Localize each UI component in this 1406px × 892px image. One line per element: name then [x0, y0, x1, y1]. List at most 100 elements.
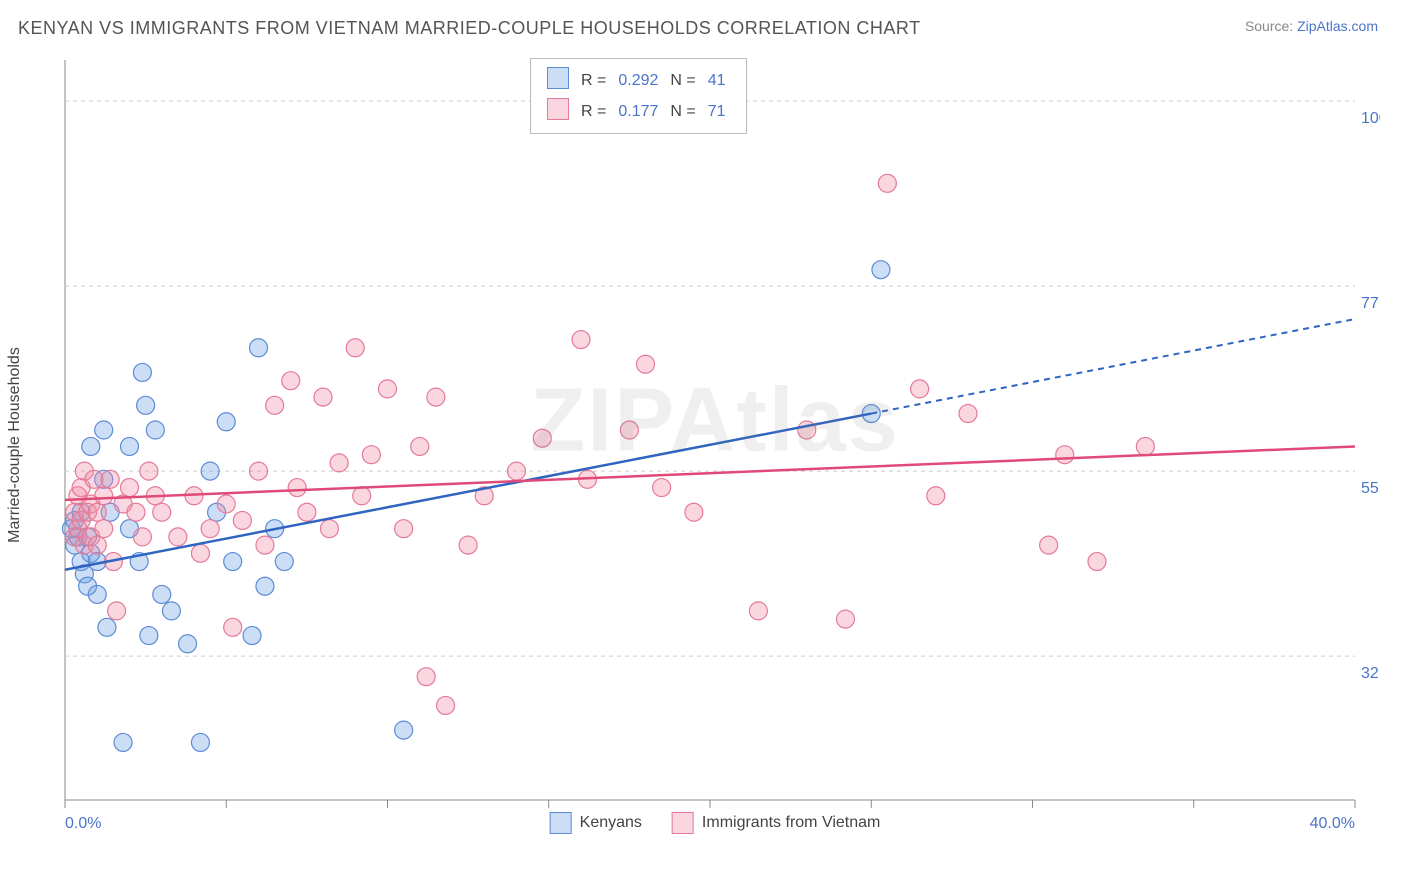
scatter-point-vietnam — [95, 487, 113, 505]
scatter-point-vietnam — [417, 668, 435, 686]
scatter-point-vietnam — [411, 437, 429, 455]
legend-swatch-vietnam-icon — [672, 812, 694, 834]
scatter-point-vietnam — [878, 174, 896, 192]
legend-correlation-table: R = 0.292 N = 41 R = 0.177 N = 71 — [541, 65, 732, 127]
scatter-point-vietnam — [1088, 553, 1106, 571]
scatter-point-vietnam — [353, 487, 371, 505]
scatter-point-vietnam — [927, 487, 945, 505]
scatter-point-vietnam — [459, 536, 477, 554]
chart-title: KENYAN VS IMMIGRANTS FROM VIETNAM MARRIE… — [18, 18, 921, 39]
scatter-point-vietnam — [314, 388, 332, 406]
scatter-point-kenyans — [217, 413, 235, 431]
scatter-point-vietnam — [637, 355, 655, 373]
legend-n-value-vietnam: 71 — [702, 96, 732, 127]
legend-label-kenyans: Kenyans — [580, 814, 642, 831]
legend-row-vietnam: R = 0.177 N = 71 — [541, 96, 732, 127]
scatter-point-vietnam — [330, 454, 348, 472]
scatter-point-vietnam — [88, 503, 106, 521]
scatter-point-vietnam — [101, 470, 119, 488]
legend-n-label: N = — [664, 96, 701, 127]
scatter-point-vietnam — [749, 602, 767, 620]
scatter-point-vietnam — [320, 520, 338, 538]
legend-swatch-vietnam — [547, 98, 569, 120]
scatter-point-vietnam — [133, 528, 151, 546]
legend-r-label: R = — [575, 65, 612, 96]
scatter-point-kenyans — [275, 553, 293, 571]
scatter-point-kenyans — [243, 627, 261, 645]
scatter-point-kenyans — [82, 437, 100, 455]
scatter-point-vietnam — [346, 339, 364, 357]
scatter-point-vietnam — [427, 388, 445, 406]
legend-r-value-vietnam: 0.177 — [612, 96, 664, 127]
scatter-point-vietnam — [1056, 446, 1074, 464]
legend-item-vietnam: Immigrants from Vietnam — [672, 812, 880, 834]
source-link[interactable]: ZipAtlas.com — [1297, 18, 1378, 34]
scatter-point-kenyans — [88, 585, 106, 603]
scatter-point-kenyans — [256, 577, 274, 595]
legend-label-vietnam: Immigrants from Vietnam — [702, 814, 880, 831]
svg-text:40.0%: 40.0% — [1310, 815, 1355, 832]
scatter-point-kenyans — [98, 618, 116, 636]
svg-text:0.0%: 0.0% — [65, 815, 101, 832]
legend-swatch-kenyans — [547, 67, 569, 89]
scatter-point-vietnam — [256, 536, 274, 554]
scatter-point-vietnam — [169, 528, 187, 546]
scatter-point-vietnam — [250, 462, 268, 480]
scatter-point-vietnam — [1136, 437, 1154, 455]
source-prefix: Source: — [1245, 18, 1297, 34]
scatter-point-vietnam — [95, 520, 113, 538]
legend-correlation-box: R = 0.292 N = 41 R = 0.177 N = 71 — [530, 58, 747, 134]
scatter-point-vietnam — [233, 511, 251, 529]
scatter-point-kenyans — [95, 421, 113, 439]
scatter-point-vietnam — [282, 372, 300, 390]
legend-series-bottom: Kenyans Immigrants from Vietnam — [550, 812, 881, 834]
scatter-point-vietnam — [379, 380, 397, 398]
scatter-point-kenyans — [133, 363, 151, 381]
scatter-point-vietnam — [88, 536, 106, 554]
scatter-point-vietnam — [140, 462, 158, 480]
scatter-point-vietnam — [85, 470, 103, 488]
scatter-point-kenyans — [224, 553, 242, 571]
svg-text:55.0%: 55.0% — [1361, 480, 1380, 497]
legend-n-label: N = — [664, 65, 701, 96]
scatter-point-vietnam — [266, 396, 284, 414]
legend-n-value-kenyans: 41 — [702, 65, 732, 96]
scatter-point-kenyans — [872, 261, 890, 279]
scatter-point-vietnam — [121, 479, 139, 497]
scatter-point-vietnam — [620, 421, 638, 439]
scatter-point-vietnam — [959, 405, 977, 423]
scatter-point-kenyans — [201, 462, 219, 480]
scatter-point-kenyans — [114, 733, 132, 751]
scatter-point-vietnam — [153, 503, 171, 521]
scatter-point-kenyans — [121, 437, 139, 455]
scatter-point-kenyans — [137, 396, 155, 414]
scatter-point-vietnam — [508, 462, 526, 480]
scatter-point-vietnam — [108, 602, 126, 620]
scatter-point-vietnam — [298, 503, 316, 521]
scatter-point-vietnam — [288, 479, 306, 497]
scatter-point-vietnam — [437, 696, 455, 714]
chart-container: Married-couple Households ZIPAtlas 32.5%… — [50, 50, 1380, 840]
scatter-point-vietnam — [127, 503, 145, 521]
scatter-point-kenyans — [153, 585, 171, 603]
trend-line-extrapolated-kenyans — [871, 319, 1355, 414]
scatter-point-kenyans — [179, 635, 197, 653]
legend-swatch-kenyans-icon — [550, 812, 572, 834]
legend-row-kenyans: R = 0.292 N = 41 — [541, 65, 732, 96]
scatter-point-vietnam — [201, 520, 219, 538]
scatter-point-vietnam — [685, 503, 703, 521]
legend-r-label: R = — [575, 96, 612, 127]
scatter-point-kenyans — [250, 339, 268, 357]
scatter-chart-svg: 32.5% 55.0% 77.5% 100.0% 0.0% 40.0% — [50, 50, 1380, 840]
svg-text:100.0%: 100.0% — [1361, 110, 1380, 127]
scatter-point-vietnam — [395, 520, 413, 538]
svg-text:77.5%: 77.5% — [1361, 295, 1380, 312]
scatter-point-vietnam — [836, 610, 854, 628]
svg-text:32.5%: 32.5% — [1361, 665, 1380, 682]
scatter-point-vietnam — [572, 331, 590, 349]
scatter-point-kenyans — [395, 721, 413, 739]
y-axis-label: Married-couple Households — [6, 347, 24, 543]
scatter-point-kenyans — [146, 421, 164, 439]
scatter-point-vietnam — [1040, 536, 1058, 554]
scatter-point-vietnam — [362, 446, 380, 464]
